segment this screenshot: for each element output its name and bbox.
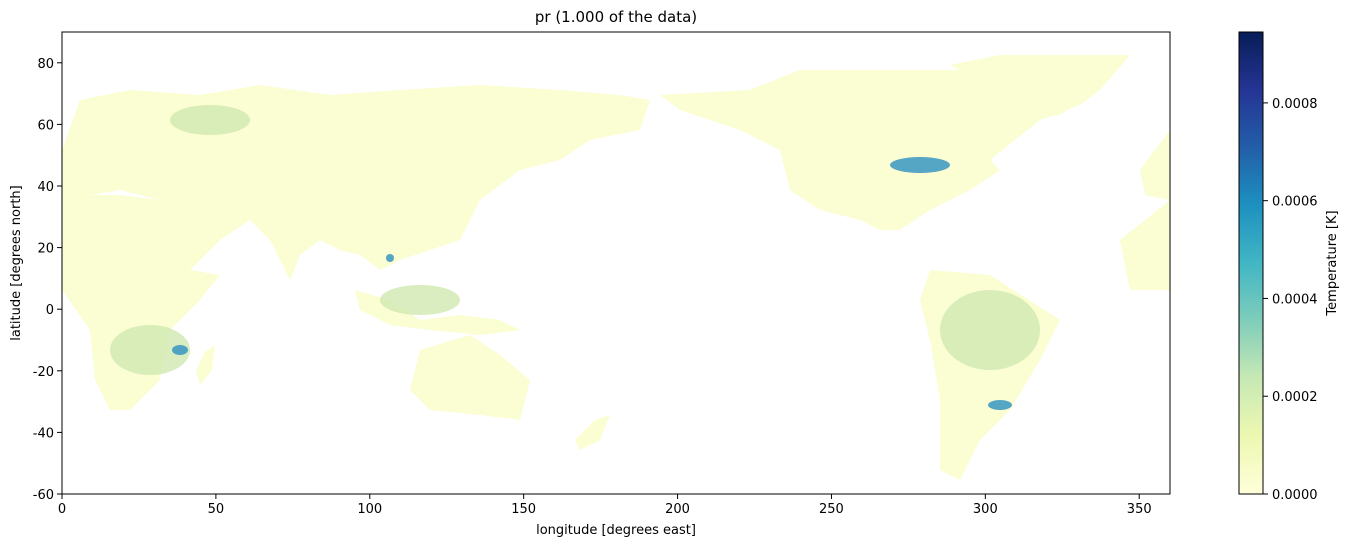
x-tick-label: 0 [58,502,66,517]
colorbar-tick-label: 0.0002 [1272,390,1318,405]
x-tick-label: 300 [973,502,998,517]
x-tick-label: 50 [208,502,225,517]
plot-frame [61,31,1171,495]
y-tick-label: 0 [46,303,54,318]
x-axis-label: longitude [degrees east] [536,523,696,538]
y-tick-label: 80 [37,57,54,72]
y-tick-label: 20 [37,242,54,257]
y-tick-label: 40 [37,180,54,195]
colorbar-tick-label: 0.0008 [1272,97,1318,112]
x-tick-label: 100 [357,502,382,517]
colorbar-tick-label: 0.0000 [1272,488,1318,503]
x-tick-label: 250 [819,502,844,517]
x-tick-label: 150 [511,502,536,517]
land [62,55,1170,480]
x-tick-label: 350 [1127,502,1152,517]
colorbar-label: Temperature [K] [1325,210,1340,316]
colorbar [1238,31,1264,495]
chart-title: pr (1.000 of the data) [535,8,697,26]
colorbar-tick-label: 0.0006 [1272,195,1318,210]
y-axis-label: latitude [degrees north] [9,185,24,341]
y-tick-label: -60 [33,488,54,503]
y-tick-label: -40 [33,426,54,441]
colorbar-tick-label: 0.0004 [1272,292,1318,307]
y-tick-label: -20 [33,365,54,380]
y-tick-label: 60 [37,118,54,133]
x-tick-label: 200 [665,502,690,517]
